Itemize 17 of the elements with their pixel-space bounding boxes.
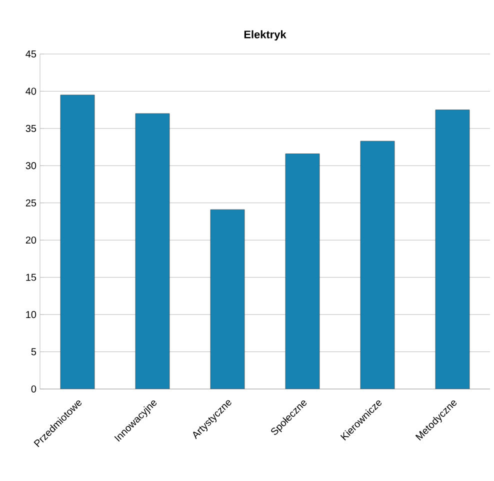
chart-title: Elektryk bbox=[244, 30, 286, 40]
bar bbox=[360, 140, 395, 389]
y-tick-label: 35 bbox=[26, 124, 36, 132]
y-tick-label: 15 bbox=[26, 274, 36, 281]
y-tick-label: 20 bbox=[26, 236, 36, 244]
y-tick-label: 40 bbox=[26, 88, 36, 95]
bar bbox=[135, 113, 170, 389]
y-tick-label: 45 bbox=[26, 50, 36, 58]
y-tick-label: 0 bbox=[31, 385, 36, 393]
y-tick-label: 10 bbox=[26, 311, 36, 318]
bar bbox=[210, 209, 245, 389]
y-tick-label: 25 bbox=[26, 199, 36, 206]
y-tick-label: 5 bbox=[31, 348, 36, 356]
bar bbox=[435, 110, 470, 389]
bar bbox=[60, 94, 95, 389]
y-tick-label: 30 bbox=[26, 162, 36, 170]
bar bbox=[285, 154, 320, 389]
